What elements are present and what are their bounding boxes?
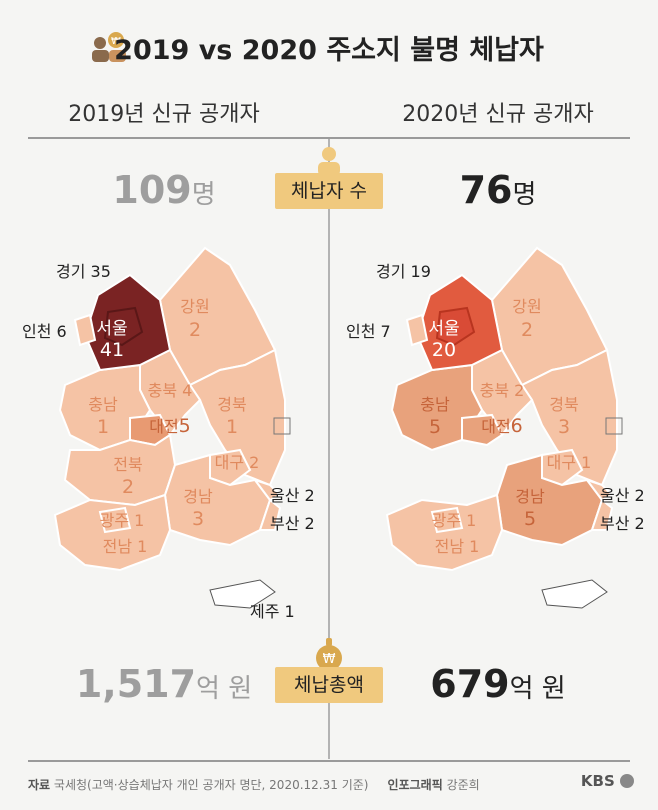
- footer-source: 자료 국세청(고액·상습체납자 개인 공개자 명단, 2020.12.31 기준…: [28, 778, 480, 792]
- incheon-label-2020: 인천 7: [346, 322, 391, 341]
- column-heading-2020: 2020년 신규 공개자: [402, 102, 594, 127]
- gwangju-label: 광주 1: [100, 511, 145, 530]
- svg-text:₩: ₩: [323, 652, 336, 667]
- daejeon-label: 대전5: [149, 415, 191, 437]
- gangwon-val: 2: [521, 319, 533, 341]
- region-gyeongbuk: [520, 348, 618, 487]
- svg-text:₩: ₩: [111, 36, 121, 47]
- region-ulsan: [252, 478, 282, 502]
- daegu-label: 대구 1: [547, 453, 592, 472]
- header-divider: [28, 137, 630, 139]
- ulsan-label-2020: 울산 2: [600, 486, 645, 505]
- region-jeonnam: [53, 493, 172, 572]
- kbs-logo: KBS: [581, 772, 634, 790]
- gyeongbuk-val: 3: [558, 416, 570, 438]
- column-divider: [328, 139, 330, 759]
- seoul-name: 서울: [96, 319, 127, 339]
- gangwon-name: 강원: [180, 297, 209, 316]
- gyeongnam-val: 5: [524, 508, 536, 530]
- region-seoul: [435, 306, 476, 347]
- person-icon: [316, 146, 342, 176]
- jeju-label-2019: 제주 1: [250, 602, 295, 621]
- gyeongbuk-name: 경북: [217, 395, 246, 414]
- region-incheon: [73, 313, 97, 347]
- chungnam-val: 5: [429, 416, 441, 438]
- money-bag-icon: ₩: [313, 638, 345, 672]
- chungnam-name: 충남: [88, 395, 118, 414]
- map-2019: 강원 2 서울 41 충북 4 충남 1 대전5 경북 1 전북 2 대구 2 …: [53, 246, 291, 609]
- busan-label-2020: 부산 2: [600, 514, 645, 533]
- daejeon-label: 대전6: [481, 415, 523, 437]
- incheon-label-2019: 인천 6: [22, 322, 67, 341]
- region-busan: [590, 498, 614, 531]
- region-gwangju: [430, 506, 464, 534]
- region-ulsan: [584, 478, 614, 502]
- seoul-val: 20: [432, 339, 456, 361]
- count-label: 체납자 수: [275, 173, 383, 209]
- region-jeonnam: [385, 493, 504, 572]
- region-gyeongbuk: [188, 348, 286, 487]
- region-jeju: [541, 579, 608, 609]
- region-seoul: [103, 306, 144, 347]
- ulsan-label-2019: 울산 2: [270, 486, 315, 505]
- daegu-label: 대구 2: [215, 453, 260, 472]
- region-ulleung: [605, 417, 623, 435]
- map-2020: 강원 2 서울 20 충북 2 충남 5 대전6 경북 3 대구 1 경남 5 …: [385, 246, 623, 609]
- footer-divider: [28, 760, 630, 762]
- page-title: 2019 vs 2020 주소지 불명 체납자: [114, 35, 544, 66]
- region-gwangju: [98, 506, 132, 534]
- amount-label: 체납총액: [275, 667, 383, 703]
- jeonbuk-name: 전북: [113, 455, 142, 474]
- count-2020: 76명: [459, 168, 537, 212]
- region-busan: [258, 498, 282, 531]
- gyeonggi-label-2020: 경기 19: [376, 262, 431, 281]
- chungnam-val: 1: [97, 416, 109, 438]
- amount-2019: 1,517억 원: [75, 662, 253, 706]
- gwangju-label: 광주 1: [432, 511, 477, 530]
- gyeongbuk-name: 경북: [549, 395, 578, 414]
- gyeongnam-name: 경남: [183, 487, 213, 506]
- region-daejeon: [461, 413, 504, 447]
- chungbuk-label: 충북 2: [480, 381, 525, 400]
- chungnam-name: 충남: [420, 395, 450, 414]
- region-jeju: [209, 579, 276, 609]
- count-2019: 109명: [112, 168, 216, 212]
- region-incheon: [405, 313, 429, 347]
- gyeongnam-name: 경남: [515, 487, 545, 506]
- people-money-icon: ₩: [90, 30, 130, 66]
- gangwon-val: 2: [189, 319, 201, 341]
- gyeongnam-val: 3: [192, 508, 204, 530]
- jeonnam-label: 전남 1: [103, 537, 148, 556]
- region-ulleung: [273, 417, 291, 435]
- gyeongbuk-val: 1: [226, 416, 238, 438]
- seoul-val: 41: [100, 339, 124, 361]
- chungbuk-label: 충북 4: [148, 381, 193, 400]
- gyeonggi-label-2019: 경기 35: [56, 262, 111, 281]
- amount-2020: 679억 원: [430, 662, 566, 706]
- seoul-name: 서울: [428, 319, 459, 339]
- gangwon-name: 강원: [512, 297, 541, 316]
- column-heading-2019: 2019년 신규 공개자: [68, 102, 260, 127]
- busan-label-2019: 부산 2: [270, 514, 315, 533]
- jeonbuk-val: 2: [122, 476, 134, 498]
- jeonnam-label: 전남 1: [435, 537, 480, 556]
